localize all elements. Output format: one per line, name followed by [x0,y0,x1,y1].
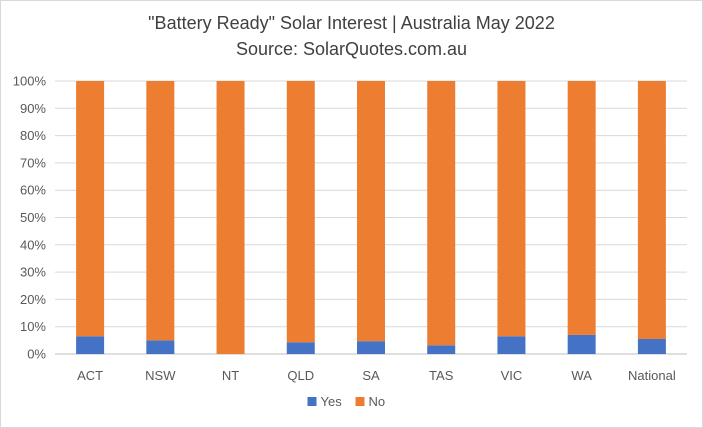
x-tick-label: ACT [77,368,103,383]
bar-yes-tas [427,345,456,354]
bar-no-nsw [146,81,175,341]
bar-yes-qld [286,342,315,354]
legend-swatch-yes [307,397,317,406]
bar-no-nt [216,81,245,354]
y-tick-label: 70% [20,155,46,170]
x-axis: ACT NSW NT QLD SA TAS VIC WA National [77,368,676,383]
bar-yes-national [637,338,666,354]
bar-no-wa [567,81,596,335]
chart-title: "Battery Ready" Solar Interest | Austral… [148,13,555,33]
legend: Yes No [307,394,386,409]
y-tick-label: 100% [13,74,47,89]
y-tick-label: 20% [20,292,46,307]
x-tick-label: VIC [501,368,523,383]
bar-yes-vic [497,336,526,354]
y-tick-label: 10% [20,319,46,334]
bar-yes-sa [357,341,385,354]
x-tick-label: QLD [287,368,314,383]
bar-no-act [76,81,105,337]
bar-yes-wa [567,334,596,354]
bar-yes-nsw [146,340,175,354]
bar-no-qld [286,81,315,343]
x-tick-label: National [628,368,676,383]
x-tick-label: NSW [145,368,176,383]
x-tick-label: TAS [429,368,454,383]
bar-no-national [637,81,666,339]
y-axis: 0% 10% 20% 30% 40% 50% 60% 70% 80% 90% 100% [13,74,47,362]
x-tick-label: NT [222,368,239,383]
y-tick-label: 0% [27,347,46,362]
chart-subtitle: Source: SolarQuotes.com.au [235,39,468,59]
bar-yes-act [76,336,105,354]
bars [76,81,666,354]
y-tick-label: 30% [20,265,46,280]
x-tick-label: SA [362,368,380,383]
bar-no-tas [427,81,456,346]
legend-label-yes: Yes [321,394,343,409]
bar-no-sa [357,81,385,342]
y-tick-label: 60% [20,183,46,198]
y-tick-label: 80% [20,128,46,143]
bar-no-vic [497,81,526,337]
y-tick-label: 50% [20,210,46,225]
y-tick-label: 40% [20,237,46,252]
x-tick-label: WA [571,368,592,383]
y-tick-label: 90% [20,101,46,116]
legend-label-no: No [369,394,386,409]
legend-swatch-no [355,397,365,406]
